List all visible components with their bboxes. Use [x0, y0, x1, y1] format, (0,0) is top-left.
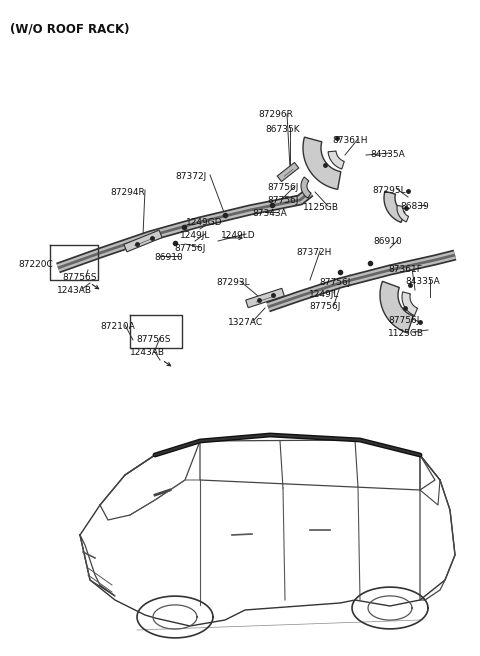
Text: 87756S: 87756S — [62, 273, 96, 282]
Polygon shape — [380, 281, 413, 333]
Text: 87294R: 87294R — [110, 188, 145, 197]
Text: 87756J: 87756J — [267, 196, 299, 205]
Text: 86910: 86910 — [373, 237, 402, 246]
Polygon shape — [402, 292, 418, 316]
Text: 1125GB: 1125GB — [303, 203, 339, 212]
Text: 87293L: 87293L — [216, 278, 250, 287]
Text: 87220C: 87220C — [18, 260, 53, 269]
Text: 1249GD: 1249GD — [186, 218, 223, 227]
Text: 87756J: 87756J — [319, 278, 350, 287]
Polygon shape — [124, 230, 162, 252]
Polygon shape — [303, 137, 341, 190]
Text: 86735K: 86735K — [265, 125, 300, 134]
Polygon shape — [277, 163, 299, 182]
Text: 1249JL: 1249JL — [309, 290, 339, 299]
Text: 1243AB: 1243AB — [57, 286, 92, 295]
Text: 1249JL: 1249JL — [180, 231, 210, 240]
Text: 87372H: 87372H — [296, 248, 331, 257]
Text: 87756J: 87756J — [174, 244, 205, 253]
Text: 87361F: 87361F — [388, 265, 422, 274]
Text: 86839: 86839 — [400, 202, 429, 211]
Text: 87756J: 87756J — [309, 302, 340, 311]
Text: 86910: 86910 — [154, 253, 183, 262]
Text: 1249LD: 1249LD — [221, 231, 256, 240]
Text: (W/O ROOF RACK): (W/O ROOF RACK) — [10, 22, 130, 35]
Polygon shape — [246, 289, 284, 308]
Polygon shape — [301, 177, 311, 198]
Text: 87361H: 87361H — [332, 136, 368, 145]
Text: 1125GB: 1125GB — [388, 329, 424, 338]
Polygon shape — [328, 151, 344, 169]
Text: 87372J: 87372J — [175, 172, 206, 181]
Text: 1243AB: 1243AB — [130, 348, 165, 357]
Text: 84335A: 84335A — [370, 150, 405, 159]
Text: 87210A: 87210A — [100, 322, 135, 331]
Text: 87343A: 87343A — [252, 209, 287, 218]
Text: 87296R: 87296R — [258, 110, 293, 119]
Text: 87756S: 87756S — [136, 335, 170, 344]
Polygon shape — [384, 192, 405, 222]
Text: 87756J: 87756J — [267, 183, 299, 192]
Text: 1327AC: 1327AC — [228, 318, 263, 327]
Polygon shape — [397, 205, 408, 222]
Text: 84335A: 84335A — [405, 277, 440, 286]
Text: 87756J: 87756J — [388, 316, 420, 325]
Text: 87295L: 87295L — [372, 186, 406, 195]
